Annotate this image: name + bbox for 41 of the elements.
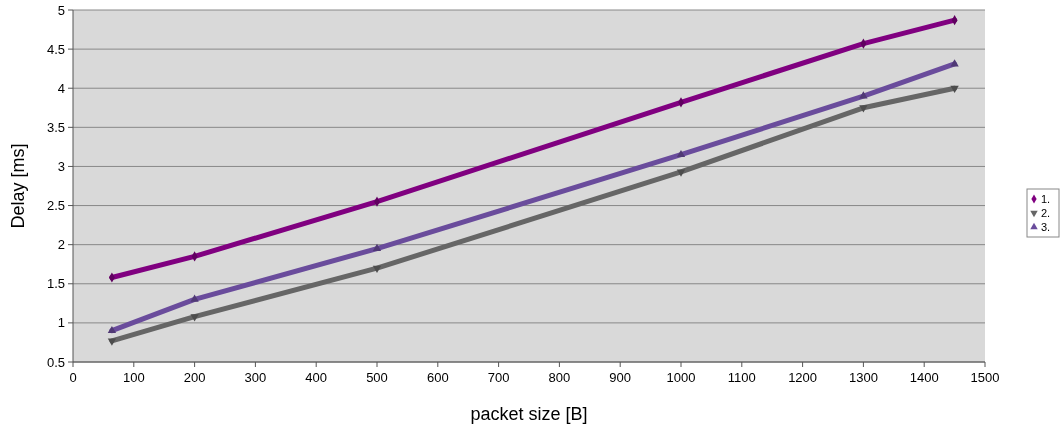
x-tick-label: 100 bbox=[122, 370, 145, 385]
x-tick-label: 1400 bbox=[909, 370, 939, 385]
x-axis-title: packet size [B] bbox=[470, 404, 588, 424]
x-tick-label: 0 bbox=[69, 370, 77, 385]
x-tick-label: 1500 bbox=[970, 370, 1000, 385]
y-tick-label: 3.5 bbox=[46, 119, 65, 135]
point bbox=[107, 325, 117, 334]
point bbox=[190, 294, 199, 302]
point bbox=[950, 85, 959, 94]
y-tick-label: 2.5 bbox=[46, 198, 65, 214]
x-tick-label: 400 bbox=[305, 370, 328, 385]
y-tick-label: 3 bbox=[57, 158, 65, 174]
point bbox=[372, 243, 382, 251]
y-tick-label: 4 bbox=[57, 80, 65, 96]
point bbox=[107, 338, 117, 346]
x-tick-label: 1000 bbox=[666, 370, 696, 385]
y-tick-label: 5 bbox=[57, 2, 65, 18]
point bbox=[372, 265, 382, 273]
point bbox=[859, 105, 868, 113]
y-tick-label: 0.5 bbox=[46, 354, 65, 370]
x-tick-label: 500 bbox=[366, 370, 388, 385]
legend-label: 1. bbox=[1041, 192, 1051, 205]
point bbox=[950, 59, 959, 67]
x-tick-label: 600 bbox=[426, 370, 449, 385]
x-tick-label: 1200 bbox=[788, 370, 818, 385]
y-axis-title: Delay [ms] bbox=[8, 143, 28, 229]
legend-label: 3. bbox=[1041, 220, 1051, 233]
y-tick-label: 2 bbox=[57, 237, 65, 253]
point bbox=[676, 149, 686, 158]
x-tick-label: 1300 bbox=[848, 370, 878, 385]
x-tick-label: 1100 bbox=[727, 370, 756, 385]
y-tick-label: 4.5 bbox=[46, 41, 65, 57]
x-tick-label: 900 bbox=[609, 370, 632, 385]
point bbox=[190, 314, 199, 322]
x-tick-label: 700 bbox=[487, 370, 510, 385]
legend-label: 2. bbox=[1041, 206, 1051, 219]
x-tick-label: 200 bbox=[183, 370, 206, 385]
x-tick-label: 800 bbox=[548, 370, 571, 385]
y-tick-label: 1 bbox=[57, 315, 65, 331]
y-tick-label: 1.5 bbox=[46, 276, 65, 292]
x-tick-label: 300 bbox=[244, 370, 267, 385]
